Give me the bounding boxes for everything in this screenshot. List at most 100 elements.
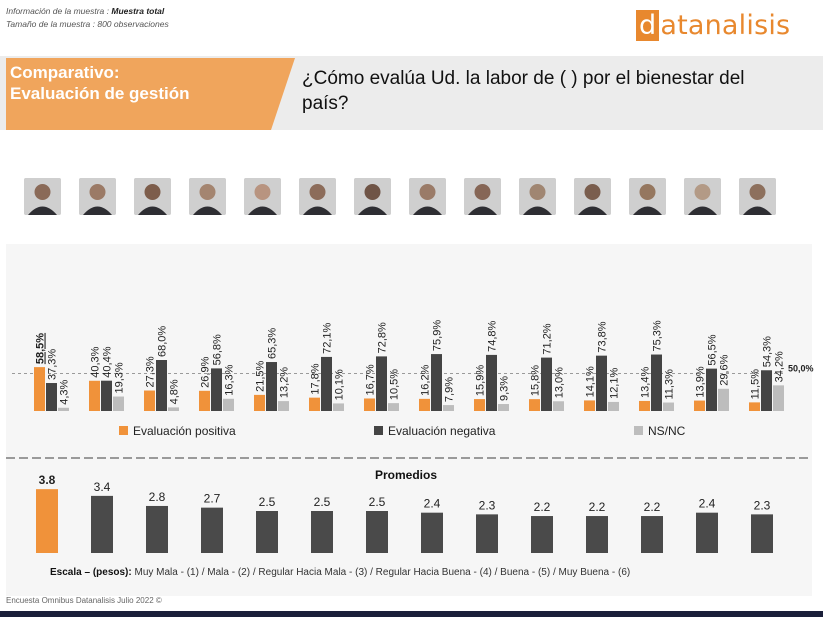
sample-size: Tamaño de la muestra : 800 observaciones bbox=[6, 19, 169, 29]
scale-label: Escala – (pesos): bbox=[50, 567, 132, 578]
portrait-photo bbox=[574, 178, 611, 215]
portrait-photo bbox=[354, 178, 391, 215]
bar-label-positive: 11,5% bbox=[750, 369, 762, 400]
bar-label-negative: 72,8% bbox=[377, 322, 389, 353]
legend-label-positive: Evaluación positiva bbox=[133, 424, 236, 438]
bar-label-nsnc: 7,9% bbox=[444, 377, 456, 402]
bar-label-positive: 17,8% bbox=[310, 363, 322, 394]
bar-label-negative: 74,8% bbox=[487, 320, 499, 351]
bar-label-nsnc: 9,3% bbox=[499, 376, 511, 401]
promedio-label: 2.2 bbox=[534, 500, 551, 514]
portrait-photo bbox=[739, 178, 776, 215]
portrait-photo bbox=[24, 178, 61, 215]
bar-positive bbox=[419, 398, 430, 411]
bar-label-negative: 54,3% bbox=[762, 336, 774, 367]
promedio-bar bbox=[36, 489, 58, 553]
promedio-bar bbox=[256, 511, 278, 553]
bar-label-negative: 37,3% bbox=[47, 349, 59, 380]
bar-label-negative: 71,2% bbox=[542, 323, 554, 354]
portrait-photo bbox=[299, 178, 336, 215]
bar-label-nsnc: 13,2% bbox=[279, 367, 291, 398]
promedio-bar bbox=[476, 514, 498, 553]
promedio-label: 2.2 bbox=[589, 500, 606, 514]
bar-label-positive: 14,1% bbox=[585, 366, 597, 397]
bar-label-positive: 15,9% bbox=[475, 365, 487, 396]
promedio-bar bbox=[146, 505, 168, 553]
bar-nsnc bbox=[443, 405, 454, 411]
bar-negative bbox=[541, 357, 552, 411]
portrait-photo bbox=[409, 178, 446, 215]
promedio-label: 2.8 bbox=[149, 490, 166, 504]
bar-label-positive: 21,5% bbox=[255, 360, 267, 391]
bar-label-negative: 73,8% bbox=[597, 321, 609, 352]
bar-negative bbox=[761, 370, 772, 411]
portrait-photo bbox=[244, 178, 281, 215]
promedio-label: 3.4 bbox=[94, 480, 111, 494]
bar-positive bbox=[584, 400, 595, 411]
promedio-bar bbox=[641, 516, 663, 553]
promedio-bar bbox=[201, 507, 223, 553]
bar-negative bbox=[596, 355, 607, 411]
bar-negative bbox=[376, 356, 387, 411]
bar-positive bbox=[89, 380, 100, 411]
portrait-photo bbox=[464, 178, 501, 215]
source-note: Encuesta Omnibus Datanalisis Julio 2022 … bbox=[6, 596, 162, 605]
bar-label-negative: 75,9% bbox=[432, 320, 444, 351]
promedio-label: 2.5 bbox=[369, 495, 386, 509]
logo-text: atanalisis bbox=[660, 10, 791, 41]
bar-positive bbox=[694, 400, 705, 411]
bar-negative bbox=[156, 360, 167, 411]
promedio-bar bbox=[586, 516, 608, 553]
promedio-bar bbox=[531, 516, 553, 553]
bar-label-nsnc: 4,3% bbox=[59, 379, 71, 404]
bar-positive bbox=[309, 397, 320, 411]
bar-nsnc bbox=[278, 401, 289, 411]
bar-label-positive: 16,7% bbox=[365, 364, 377, 395]
bar-label-positive: 16,2% bbox=[420, 364, 432, 395]
bar-negative bbox=[211, 368, 222, 411]
bar-label-nsnc: 13,0% bbox=[554, 367, 566, 398]
legend-swatch-positive bbox=[119, 426, 128, 435]
bar-nsnc bbox=[333, 403, 344, 411]
bar-nsnc bbox=[773, 385, 784, 411]
legend-swatch-nsnc bbox=[634, 426, 643, 435]
bar-positive bbox=[144, 390, 155, 411]
bar-negative bbox=[651, 354, 662, 411]
section-title-box bbox=[6, 58, 242, 130]
promedios-title: Promedios bbox=[375, 468, 437, 482]
question-text: ¿Cómo evalúa Ud. la labor de ( ) por el … bbox=[302, 68, 745, 114]
bar-nsnc bbox=[223, 398, 234, 411]
bar-label-negative: 56,5% bbox=[707, 334, 719, 365]
bar-positive bbox=[639, 400, 650, 411]
sample-info-label: Información de la muestra : bbox=[6, 6, 109, 16]
chart-panel bbox=[6, 244, 812, 596]
bar-nsnc bbox=[168, 407, 179, 411]
bar-positive bbox=[474, 399, 485, 411]
bar-negative bbox=[486, 354, 497, 411]
portrait-photo bbox=[629, 178, 666, 215]
promedio-label: 2.3 bbox=[479, 498, 496, 512]
bar-label-nsnc: 10,1% bbox=[334, 369, 346, 400]
portrait-photo bbox=[134, 178, 171, 215]
bar-label-negative: 72,1% bbox=[322, 323, 334, 354]
bar-label-negative: 40,4% bbox=[102, 346, 114, 377]
bar-label-negative: 65,3% bbox=[267, 328, 279, 359]
reference-line-label: 50,0% bbox=[788, 364, 814, 374]
legend-label-negative: Evaluación negativa bbox=[388, 424, 496, 438]
bar-label-nsnc: 12,1% bbox=[609, 368, 621, 399]
portrait-photo bbox=[519, 178, 556, 215]
promedio-label: 2.5 bbox=[314, 495, 331, 509]
promedio-bar bbox=[311, 511, 333, 553]
bar-nsnc bbox=[498, 404, 509, 411]
bar-label-positive: 27,3% bbox=[145, 356, 157, 387]
bar-positive bbox=[34, 367, 45, 411]
bottom-bar bbox=[0, 611, 823, 617]
datanalisis-logo: d atanalisis bbox=[636, 10, 790, 41]
legend-swatch-negative bbox=[374, 426, 383, 435]
portrait-photo bbox=[189, 178, 226, 215]
bar-negative bbox=[46, 383, 57, 411]
promedio-label: 2.3 bbox=[754, 498, 771, 512]
section-title: Comparativo: Evaluación de gestión bbox=[10, 63, 190, 103]
bar-nsnc bbox=[608, 401, 619, 411]
scale-note: Escala – (pesos): Muy Mala - (1) / Mala … bbox=[50, 567, 770, 579]
